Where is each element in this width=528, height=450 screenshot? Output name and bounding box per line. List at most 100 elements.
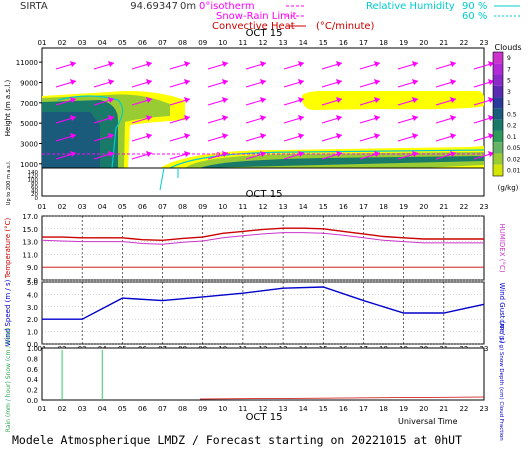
y-tick-label: 15.0 xyxy=(22,226,38,234)
legend-convective: Convective Heat xyxy=(212,21,295,32)
hour-tick-label: 15 xyxy=(319,203,328,211)
isotherm-label: 0 xyxy=(216,151,220,159)
hour-tick-label: 23 xyxy=(480,405,489,413)
wind-arrow-head xyxy=(450,133,456,139)
wind-arrow-head xyxy=(336,79,342,85)
wind-arrow-head xyxy=(450,79,456,85)
wind-panel: 5.0 4.0 3.0 2.0 1.0 0.0 Wind Speed (m / s) Wind… xyxy=(4,279,506,349)
model-forecast-line: Modele Atmospherique LMDZ / Forecast sta… xyxy=(12,433,462,447)
wind-arrow-head xyxy=(336,61,342,67)
cape-line xyxy=(199,396,485,400)
colorbar-level: 7 xyxy=(507,66,511,73)
wind-arrow-head xyxy=(488,79,494,85)
y-axis-label: Rain (mm / hour) Snow (cm / hour) xyxy=(5,328,12,432)
wind-arrow-head xyxy=(260,61,266,67)
wind-arrow-head xyxy=(108,61,114,67)
series-line xyxy=(42,227,484,242)
wind-arrow-head xyxy=(450,115,456,121)
hour-tick-label: 22 xyxy=(459,405,468,413)
colorbar-swatch xyxy=(493,74,503,86)
y-tick-label: 0.4 xyxy=(27,376,39,384)
wind-arrow-head xyxy=(336,97,342,103)
wind-arrow-head xyxy=(70,61,76,67)
wind-arrow-head xyxy=(488,97,494,103)
hour-tick-label: 10 xyxy=(218,405,227,413)
temperature-panel-frame xyxy=(41,215,485,281)
wind-arrow-head xyxy=(108,115,114,121)
hour-tick-label: 11 xyxy=(238,39,247,47)
wind-arrow-head xyxy=(412,61,418,67)
wind-arrow-head xyxy=(260,151,266,157)
y-axis-label: Temperature (°C) xyxy=(4,218,12,280)
y-axis-label: Wind Speed (m / s) xyxy=(4,279,12,346)
wind-arrow-head xyxy=(260,79,266,85)
hour-tick-label: 14 xyxy=(299,203,308,211)
date-label-top: OCT 15 xyxy=(246,28,283,39)
wind-arrow-head xyxy=(260,133,266,139)
wind-arrow-head xyxy=(298,151,304,157)
wind-arrow-head xyxy=(184,133,190,139)
hour-tick-label: 16 xyxy=(339,203,348,211)
wind-arrow-head xyxy=(260,115,266,121)
hour-tick-label: 10 xyxy=(218,203,227,211)
cloud-mark xyxy=(301,91,484,110)
wind-arrow-head xyxy=(108,97,114,103)
y-tick-label: 0 xyxy=(35,196,39,202)
y-axis-label: Height (m a.s.l.) xyxy=(4,80,12,137)
hour-tick-label: 19 xyxy=(399,39,408,47)
hour-tick-label: 19 xyxy=(399,203,408,211)
rh-contour xyxy=(57,95,124,169)
wind-arrow-head xyxy=(374,133,380,139)
wind-arrow-head xyxy=(222,79,228,85)
legend-isotherm: 0°isotherm xyxy=(199,1,255,12)
hour-tick-label: 05 xyxy=(118,203,127,211)
hour-tick-label: 11 xyxy=(238,405,247,413)
wind-arrow-head xyxy=(412,133,418,139)
wind-arrow-head xyxy=(70,151,76,157)
wind-arrow-head xyxy=(298,79,304,85)
colorbar-swatch xyxy=(493,153,503,165)
y-tick-label: 7000 xyxy=(20,100,38,108)
hour-tick-label: 20 xyxy=(419,405,428,413)
y-tick-label: 4.0 xyxy=(27,291,38,299)
hour-tick-label: 06 xyxy=(138,203,147,211)
y-tick-label: 120 xyxy=(28,174,39,180)
cloud-mark xyxy=(42,112,100,168)
y-tick-label: 0.0 xyxy=(27,341,38,349)
wind-arrow-head xyxy=(412,79,418,85)
site-name: SIRTA xyxy=(20,1,48,12)
wind-arrow-head xyxy=(222,133,228,139)
hour-tick-label: 13 xyxy=(279,39,288,47)
hour-tick-label: 06 xyxy=(138,39,147,47)
universal-time-label: Universal Time xyxy=(398,417,458,426)
y-tick-label: 13.0 xyxy=(22,239,38,247)
cloud-panel: 01 02 03 04 05 06 07 08 09 10 11 12 13 14 15 16 17 18 19 20… xyxy=(4,39,522,205)
hour-tick-label: 01 xyxy=(38,39,47,47)
wind-arrow-head xyxy=(108,151,114,157)
colorbar-level: 3 xyxy=(507,89,511,96)
hour-tick-label: 09 xyxy=(198,405,207,413)
site-altitude: 0m xyxy=(180,1,196,12)
hour-tick-label: 20 xyxy=(419,39,428,47)
hour-tick-label: 18 xyxy=(379,203,388,211)
wind-arrow-head xyxy=(298,61,304,67)
hour-tick-label: 09 xyxy=(198,39,207,47)
hour-tick-label: 05 xyxy=(118,39,127,47)
wind-arrow-head xyxy=(184,115,190,121)
wind-arrow-head xyxy=(336,115,342,121)
date-label: OCT 15 xyxy=(246,412,283,423)
wind-arrow-head xyxy=(450,61,456,67)
y-tick-label: 40 xyxy=(31,189,38,195)
y-tick-label: 9.0 xyxy=(27,264,38,272)
hour-tick-label: 23 xyxy=(480,203,489,211)
y-tick-label: 80 xyxy=(31,181,38,187)
colorbar-swatch xyxy=(493,164,503,176)
hour-tick-label: 15 xyxy=(319,39,328,47)
hour-tick-label: 10 xyxy=(218,39,227,47)
wind-arrow-head xyxy=(184,61,190,67)
wind-arrow-head xyxy=(374,115,380,121)
y-tick-label: 1000 xyxy=(20,161,38,169)
wind-arrow-head xyxy=(146,79,152,85)
wind-arrow-head xyxy=(146,115,152,121)
